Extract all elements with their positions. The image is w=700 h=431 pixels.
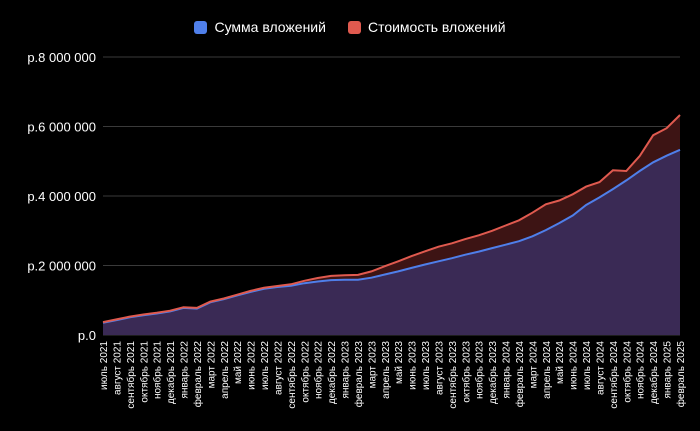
x-tick-label: октябрь 2023 [460, 341, 472, 403]
x-tick-label: март 2024 [528, 341, 539, 389]
x-tick-label: май 2023 [394, 341, 405, 384]
x-tick-label: март 2023 [367, 341, 378, 389]
area-gain [103, 115, 680, 323]
x-tick-label: декабрь 2021 [165, 341, 177, 405]
line-value [102, 114, 681, 324]
y-tick-label: р.8 000 000 [27, 50, 96, 65]
x-tick-label: июль 2022 [260, 341, 271, 390]
x-tick-label: сентябрь 2023 [447, 341, 459, 409]
x-tick-label: июнь 2022 [247, 341, 258, 390]
x-tick-label: июнь 2024 [569, 341, 580, 390]
x-tick-label: апрель 2022 [220, 341, 231, 399]
x-tick-label: май 2024 [555, 341, 566, 384]
x-tick-label: ноябрь 2021 [152, 341, 164, 399]
legend-swatch-invested [194, 20, 208, 34]
x-tick-label: февраль 2022 [192, 341, 204, 408]
legend-swatch-value [347, 20, 361, 34]
y-tick-label: р.2 000 000 [27, 259, 96, 274]
x-tick-label: июнь 2023 [408, 341, 419, 390]
x-tick-label: март 2022 [206, 341, 217, 389]
x-tick-label: июль 2023 [421, 341, 432, 390]
x-tick-label: декабрь 2022 [326, 341, 338, 405]
x-tick-label: январь 2025 [663, 341, 674, 399]
x-tick-label: октябрь 2022 [299, 341, 311, 403]
y-tick-label: р.4 000 000 [27, 189, 96, 204]
x-tick-label: сентябрь 2021 [125, 341, 137, 409]
x-tick-label: август 2022 [273, 341, 284, 395]
x-tick-label: апрель 2023 [381, 341, 392, 399]
x-tick-label: февраль 2023 [353, 341, 365, 408]
x-tick-label: январь 2023 [341, 341, 352, 399]
legend: Сумма вложений Стоимость вложений [0, 19, 700, 35]
x-tick-label: август 2024 [595, 341, 606, 395]
x-tick-label: январь 2022 [180, 341, 191, 399]
x-tick-label: май 2022 [233, 341, 244, 384]
x-tick-label: июль 2024 [582, 341, 593, 390]
x-tick-label: октябрь 2024 [621, 341, 633, 403]
x-tick-label: апрель 2024 [542, 341, 553, 399]
legend-label-invested: Сумма вложений [214, 19, 326, 35]
x-tick-label: август 2023 [434, 341, 445, 395]
x-tick-label: февраль 2025 [675, 341, 687, 408]
area-invested [103, 149, 680, 335]
legend-item-value[interactable]: Стоимость вложений [347, 19, 506, 35]
x-tick-label: январь 2024 [502, 341, 513, 399]
x-tick-label: ноябрь 2023 [474, 341, 486, 399]
y-tick-label: р.0 [78, 328, 96, 343]
legend-label-value: Стоимость вложений [367, 19, 506, 35]
x-tick-label: декабрь 2024 [648, 341, 660, 405]
legend-item-invested[interactable]: Сумма вложений [194, 19, 326, 35]
y-tick-label: р.6 000 000 [27, 120, 96, 135]
x-tick-label: октябрь 2021 [138, 341, 150, 403]
x-tick-label: июль 2021 [99, 341, 110, 390]
x-tick-label: декабрь 2023 [487, 341, 499, 405]
x-tick-label: сентябрь 2022 [286, 341, 298, 409]
x-tick-label: сентябрь 2024 [608, 341, 620, 409]
x-tick-label: ноябрь 2024 [635, 341, 647, 399]
x-tick-label: февраль 2024 [514, 341, 526, 408]
x-tick-label: август 2021 [112, 341, 123, 395]
x-tick-label: ноябрь 2022 [313, 341, 325, 399]
